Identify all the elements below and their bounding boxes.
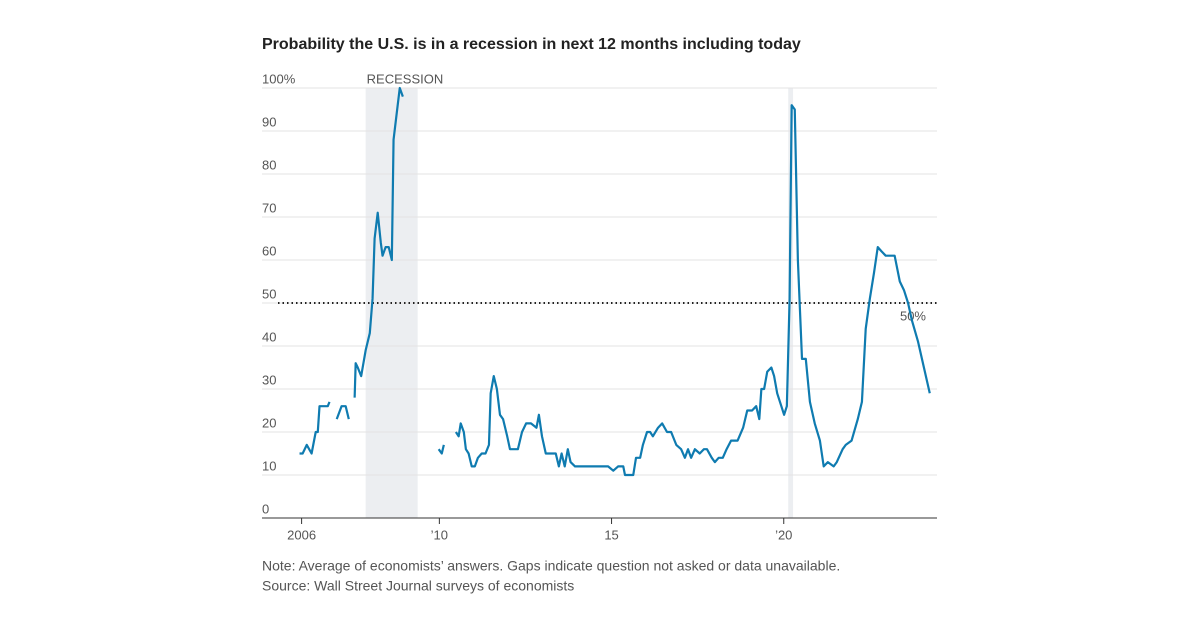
chart-title: Probability the U.S. is in a recession i…	[262, 36, 801, 53]
y-tick-label: 70	[262, 200, 276, 215]
line	[299, 86, 931, 477]
reference-label: 50%	[900, 308, 926, 323]
y-tick-label: 60	[262, 243, 276, 258]
recession-label: RECESSION	[367, 71, 444, 86]
x-tick-label: ’20	[775, 527, 792, 542]
y-tick-label: 10	[262, 458, 276, 473]
source: Source: Wall Street Journal surveys of e…	[262, 578, 574, 594]
y-tick-label: 50	[262, 286, 276, 301]
y-tick-label: 100%	[262, 71, 296, 86]
y-tick-label: 0	[262, 501, 269, 516]
x-tick-label: 15	[604, 527, 618, 542]
y-tick-label: 30	[262, 372, 276, 387]
y-tick-label: 40	[262, 329, 276, 344]
note: Note: Average of economists’ answers. Ga…	[262, 558, 840, 574]
y-tick-label: 80	[262, 157, 276, 172]
y-tick-label: 90	[262, 114, 276, 129]
y-tick-label: 20	[262, 415, 276, 430]
x-tick-label: ’10	[431, 527, 448, 542]
x-tick-label: 2006	[287, 527, 316, 542]
